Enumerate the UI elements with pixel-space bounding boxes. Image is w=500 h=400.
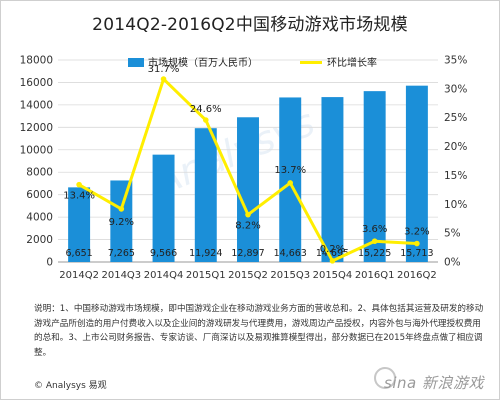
bar	[321, 97, 344, 262]
bar-value-label: 14,663	[274, 248, 307, 259]
right-tick-label: 25%	[444, 112, 467, 124]
line-point	[118, 206, 125, 212]
x-tick-label: 2014Q2	[59, 270, 99, 281]
line-series	[76, 76, 420, 264]
legend-swatch-bar	[128, 58, 144, 67]
bar	[363, 91, 386, 263]
line-point	[414, 240, 420, 247]
line-value-label: 13.7%	[274, 165, 306, 176]
legend-label-line: 环比增长率	[327, 56, 377, 69]
bar-value-label: 9,566	[150, 248, 177, 259]
x-tick-label: 2014Q3	[101, 270, 141, 281]
sina-logo-icon	[374, 367, 396, 389]
line-point	[160, 76, 167, 82]
line-point	[371, 238, 378, 245]
bar-value-labels: 6,651 7,265 9,566 11,924 12,897 14,663 14,695 1…	[66, 248, 434, 259]
source-watermark: sina 新浪游戏	[384, 374, 484, 392]
bar-value-label: 6,651	[66, 248, 93, 259]
left-tick-label: 6000	[26, 189, 53, 201]
left-tick-label: 16000	[20, 77, 53, 89]
line-value-label: 13.4%	[63, 191, 95, 202]
line-point	[76, 181, 82, 188]
bar	[152, 154, 175, 262]
x-tick-label: 2015Q1	[186, 270, 226, 281]
bar-value-label: 11,924	[189, 248, 222, 259]
bar-value-label: 15,225	[358, 248, 391, 259]
bar	[110, 180, 133, 262]
left-tick-label: 14000	[20, 99, 53, 111]
x-tick-label: 2015Q3	[270, 270, 310, 281]
right-tick-label: 15%	[444, 170, 467, 182]
right-axis-ticks: 0% 5% 10% 15% 20% 25% 30% 35%	[444, 55, 467, 269]
x-tick-label: 2014Q4	[144, 270, 184, 281]
line-point	[245, 211, 251, 218]
bar	[279, 97, 302, 263]
line-value-label: 8.2%	[235, 221, 260, 232]
x-tick-label: 2015Q4	[313, 270, 353, 281]
left-tick-label: 18000	[20, 55, 53, 67]
line-value-label: 3.6%	[362, 224, 387, 235]
left-tick-label: 8000	[26, 167, 53, 179]
x-tick-label: 2016Q2	[397, 270, 437, 281]
left-tick-label: 12000	[20, 122, 53, 134]
line-point	[287, 180, 294, 186]
footnote: 说明：1、中国移动游戏市场规模，即中国游戏企业在移动游戏业务方面的营收总和。2、…	[34, 304, 484, 358]
bar	[68, 187, 91, 262]
line-value-labels: 13.4% 9.2% 31.7% 24.6% 8.2% 13.7% 0.2% 3.6% 3.2%	[63, 64, 429, 255]
legend: 市场规模（百万人民币） 环比增长率	[128, 56, 377, 69]
bar-series	[68, 85, 428, 263]
bar	[405, 85, 428, 262]
right-tick-label: 0%	[444, 257, 461, 269]
left-tick-label: 0	[46, 257, 53, 269]
chart-title: 2014Q2-2016Q2中国移动游戏市场规模	[92, 15, 408, 35]
line-value-label: 0.2%	[320, 244, 345, 255]
line-point	[202, 117, 209, 123]
bar	[194, 128, 217, 262]
left-tick-label: 4000	[26, 212, 53, 224]
line-value-label: 9.2%	[109, 217, 134, 228]
right-tick-label: 5%	[444, 228, 461, 240]
chart-canvas: 0 2000 4000 6000 8000 10000 12000 14000 16000 180…	[20, 55, 468, 282]
right-tick-label: 30%	[444, 83, 467, 95]
x-tick-label: 2015Q2	[228, 270, 268, 281]
right-tick-label: 10%	[444, 199, 467, 211]
left-axis-ticks: 0 2000 4000 6000 8000 10000 12000 14000 16000 180…	[20, 55, 53, 269]
right-tick-label: 20%	[444, 141, 467, 153]
legend-label-bar: 市场规模（百万人民币）	[148, 56, 258, 69]
right-tick-label: 35%	[444, 55, 467, 67]
bar-value-label: 7,265	[108, 248, 135, 259]
bar	[237, 117, 259, 262]
bar-value-label: 15,713	[400, 248, 433, 259]
line-value-label: 3.2%	[404, 227, 429, 238]
bar-value-label: 14,695	[316, 248, 349, 259]
copyright: © Analysys 易观	[34, 381, 107, 391]
line-point	[329, 258, 336, 264]
bar-value-label: 12,897	[231, 248, 264, 259]
left-tick-label: 10000	[20, 144, 53, 156]
left-tick-label: 2000	[26, 234, 53, 246]
x-tick-label: 2016Q1	[355, 270, 395, 281]
line-value-label: 31.7%	[148, 64, 180, 75]
line-value-label: 24.6%	[190, 104, 222, 115]
x-axis-ticks: 2014Q2 2014Q3 2014Q4 2015Q1 2015Q2 2015Q3 2015…	[59, 270, 436, 281]
